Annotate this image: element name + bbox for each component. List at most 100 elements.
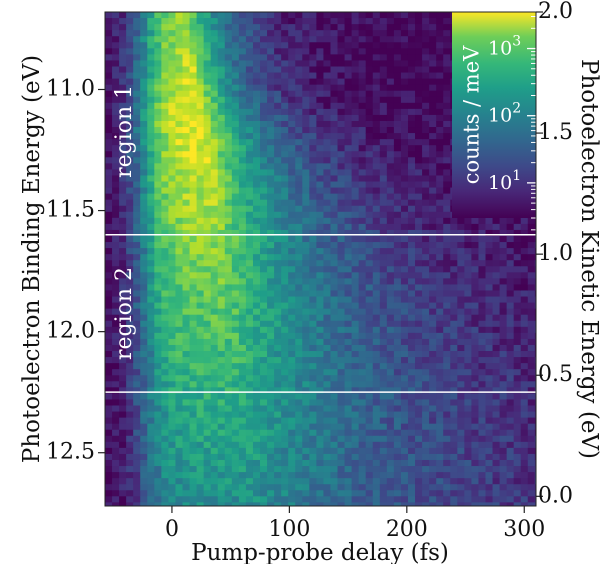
heatmap-cell: [415, 157, 423, 164]
heatmap-cell: [309, 151, 317, 158]
heatmap-cell: [323, 417, 332, 425]
heatmap-cell: [520, 223, 529, 231]
heatmap-cell: [245, 405, 254, 413]
heatmap-cell: [422, 72, 430, 80]
heatmap-cell: [351, 284, 360, 292]
heatmap-cell: [464, 375, 473, 382]
heatmap-cell: [386, 181, 395, 189]
heatmap-cell: [238, 478, 247, 485]
heatmap-cell: [105, 344, 113, 352]
heatmap-cell: [252, 387, 261, 394]
heatmap-cell: [506, 435, 515, 443]
heatmap-cell: [407, 30, 416, 37]
heatmap-cell: [351, 344, 360, 352]
heatmap-cell: [154, 120, 162, 128]
heatmap-cell: [302, 36, 310, 43]
heatmap-cell: [337, 30, 346, 37]
heatmap-cell: [274, 211, 282, 219]
heatmap-cell: [337, 472, 346, 479]
heatmap-cell: [393, 332, 402, 340]
heatmap-cell: [126, 490, 134, 497]
heatmap-cell: [210, 375, 219, 382]
heatmap-cell: [154, 284, 162, 292]
heatmap-cell: [260, 399, 268, 407]
heatmap-cell: [407, 84, 416, 92]
heatmap-cell: [196, 133, 205, 140]
heatmap-cell: [112, 181, 120, 189]
heatmap-cell: [119, 435, 127, 443]
heatmap-cell: [105, 375, 113, 382]
heatmap-cell: [372, 145, 381, 152]
heatmap-cell: [407, 387, 416, 394]
heatmap-cell: [161, 405, 170, 413]
heatmap-cell: [492, 496, 501, 503]
heatmap-cell: [189, 411, 198, 419]
heatmap-cell: [147, 411, 155, 419]
heatmap-cell: [422, 217, 430, 225]
heatmap-cell: [210, 326, 219, 334]
heatmap-cell: [499, 441, 508, 449]
heatmap-cell: [133, 320, 141, 328]
heatmap-cell: [267, 24, 275, 31]
heatmap-cell: [407, 60, 416, 68]
heatmap-cell: [288, 127, 296, 134]
heatmap-cell: [302, 338, 310, 346]
heatmap-cell: [238, 399, 247, 407]
heatmap-cell: [238, 223, 247, 231]
heatmap-cell: [337, 375, 346, 382]
heatmap-cell: [140, 459, 148, 467]
heatmap-cell: [217, 393, 226, 401]
heatmap-cell: [393, 96, 402, 104]
heatmap-cell: [182, 254, 191, 261]
heatmap-cell: [309, 175, 317, 183]
heatmap-cell: [492, 320, 501, 328]
heatmap-cell: [372, 423, 381, 431]
heatmap-cell: [478, 472, 487, 479]
heatmap-cell: [182, 411, 191, 419]
heatmap-cell: [471, 242, 480, 249]
heatmap-cell: [267, 175, 275, 183]
heatmap-cell: [436, 217, 444, 225]
heatmap-cell: [464, 278, 473, 286]
heatmap-cell: [295, 193, 303, 201]
heatmap-cell: [267, 284, 275, 292]
heatmap-cell: [189, 169, 198, 177]
heatmap-cell: [252, 496, 261, 503]
heatmap-cell: [295, 357, 303, 364]
heatmap-cell: [400, 453, 409, 461]
heatmap-cell: [274, 66, 282, 74]
heatmap-cell: [182, 108, 191, 116]
heatmap-cell: [295, 411, 303, 419]
heatmap-cell: [372, 120, 381, 128]
heatmap-cell: [478, 229, 487, 237]
heatmap-cell: [267, 193, 275, 201]
heatmap-cell: [105, 163, 113, 170]
heatmap-cell: [344, 54, 353, 62]
heatmap-cell: [203, 278, 212, 286]
heatmap-cell: [429, 351, 437, 358]
heatmap-cell: [450, 266, 458, 273]
heatmap-cell: [267, 236, 275, 243]
heatmap-cell: [175, 296, 184, 304]
heatmap-cell: [281, 187, 289, 195]
heatmap-cell: [175, 423, 184, 431]
heatmap-cell: [443, 369, 451, 376]
heatmap-cell: [224, 344, 233, 352]
heatmap-cell: [415, 490, 423, 497]
heatmap-cell: [175, 502, 184, 506]
heatmap-cell: [252, 175, 261, 183]
heatmap-cell: [210, 12, 219, 19]
heatmap-cell: [330, 60, 339, 68]
heatmap-cell: [527, 290, 536, 298]
heatmap-cell: [422, 429, 430, 437]
heatmap-cell: [422, 387, 430, 394]
heatmap-cell: [182, 466, 191, 473]
heatmap-cell: [189, 133, 198, 140]
heatmap-cell: [492, 308, 501, 316]
heatmap-cell: [407, 296, 416, 304]
heatmap-cell: [309, 24, 317, 31]
heatmap-cell: [422, 472, 430, 479]
heatmap-cell: [245, 260, 254, 267]
heatmap-cell: [154, 351, 162, 358]
heatmap-cell: [400, 435, 409, 443]
